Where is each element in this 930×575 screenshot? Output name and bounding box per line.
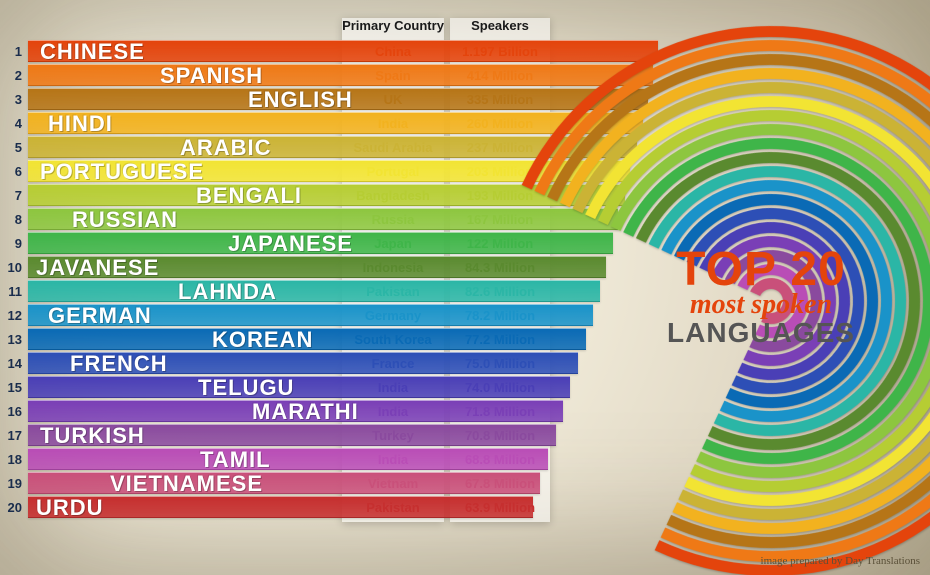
rank-number: 12 xyxy=(0,308,22,323)
rank-number: 6 xyxy=(0,164,22,179)
cell-speakers: 1.197 Billion xyxy=(450,44,550,59)
cell-country: India xyxy=(342,452,444,467)
rank-number: 14 xyxy=(0,356,22,371)
rank-number: 19 xyxy=(0,476,22,491)
cell-country: Russia xyxy=(342,212,444,227)
rank-number: 10 xyxy=(0,260,22,275)
cell-speakers: 260 Million xyxy=(450,116,550,131)
rank-number: 18 xyxy=(0,452,22,467)
cell-country: Spain xyxy=(342,68,444,83)
cell-country: Germany xyxy=(342,308,444,323)
infographic-root: Primary Country Speakers 1CHINESEChina1.… xyxy=(0,0,930,575)
rank-number: 7 xyxy=(0,188,22,203)
cell-speakers: 414 Million xyxy=(450,68,550,83)
header-speakers: Speakers xyxy=(450,18,550,33)
rank-number: 11 xyxy=(0,284,22,299)
rank-number: 8 xyxy=(0,212,22,227)
language-bar xyxy=(28,64,653,86)
rank-number: 2 xyxy=(0,68,22,83)
cell-country: Pakistan xyxy=(342,284,444,299)
title-block: TOP 20 most spoken LANGUAGES xyxy=(666,242,856,349)
rank-number: 17 xyxy=(0,428,22,443)
rank-number: 15 xyxy=(0,380,22,395)
rank-number: 3 xyxy=(0,92,22,107)
cell-speakers: 335 Million xyxy=(450,92,550,107)
cell-country: Portugal xyxy=(342,164,444,179)
cell-country: Pakistan xyxy=(342,500,444,515)
language-bar xyxy=(28,88,648,110)
rank-number: 1 xyxy=(0,44,22,59)
rank-number: 5 xyxy=(0,140,22,155)
cell-speakers: 68.8 Million xyxy=(450,452,550,467)
credit-text: image prepared by Day Translations xyxy=(761,555,920,567)
cell-speakers: 67.8 Million xyxy=(450,476,550,491)
cell-speakers: 63.9 Million xyxy=(450,500,550,515)
cell-speakers: 237 Million xyxy=(450,140,550,155)
cell-country: India xyxy=(342,116,444,131)
rank-number: 16 xyxy=(0,404,22,419)
cell-country: Bangladesh xyxy=(342,188,444,203)
cell-country: Vietnam xyxy=(342,476,444,491)
header-country: Primary Country xyxy=(342,18,444,33)
language-bar xyxy=(28,112,643,134)
cell-country: Japan xyxy=(342,236,444,251)
rank-number: 13 xyxy=(0,332,22,347)
cell-country: Indonesia xyxy=(342,260,444,275)
cell-country: France xyxy=(342,356,444,371)
cell-country: Saudi Arabia xyxy=(342,140,444,155)
cell-country: China xyxy=(342,44,444,59)
rank-number: 20 xyxy=(0,500,22,515)
cell-country: India xyxy=(342,380,444,395)
cell-country: South Korea xyxy=(342,332,444,347)
rank-number: 4 xyxy=(0,116,22,131)
title-line3: LANGUAGES xyxy=(666,317,856,349)
cell-country: India xyxy=(342,404,444,419)
cell-country: Turkey xyxy=(342,428,444,443)
rank-number: 9 xyxy=(0,236,22,251)
cell-country: UK xyxy=(342,92,444,107)
